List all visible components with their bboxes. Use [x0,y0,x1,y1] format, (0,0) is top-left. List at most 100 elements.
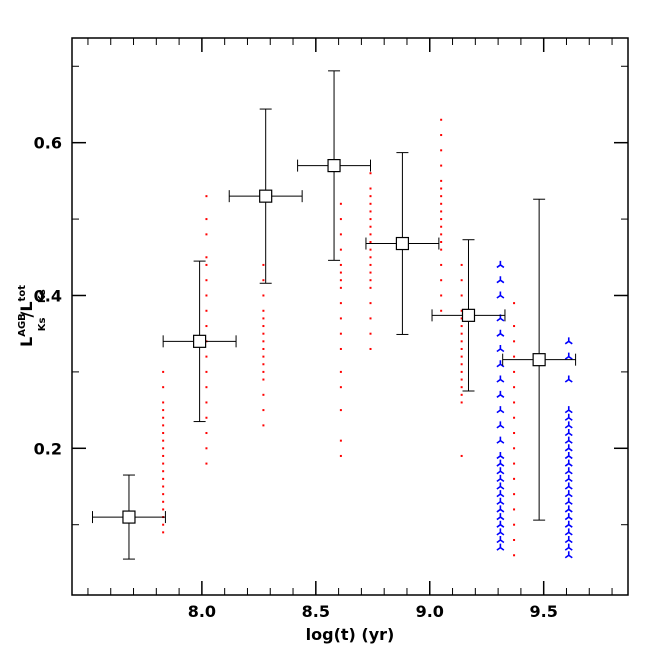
dot-point [162,447,165,450]
star-point [564,505,573,513]
dot-point [262,332,265,335]
dot-point [162,454,165,457]
dot-point [513,401,516,404]
star-point [564,520,573,528]
dot-point [513,508,516,511]
star-point [496,360,505,368]
dot-point [205,401,208,404]
y-tick-label: 0.6 [34,134,62,153]
dot-point [440,149,443,152]
y-axis-label: LAGB Ks/Ltot Ks [17,285,48,347]
star-point [564,444,573,452]
dot-point [262,263,265,266]
dot-point [262,294,265,297]
dot-point [440,164,443,167]
dot-point [339,439,342,442]
ylabel-sub: Ks [37,317,48,331]
dot-point [369,317,372,320]
star-point [496,520,505,528]
star-point [564,451,573,460]
dot-point [369,172,372,175]
dot-point [262,347,265,350]
dot-point [162,477,165,480]
y-tick-label: 0.4 [34,286,62,305]
dot-point [460,309,463,312]
star-point [496,344,505,353]
dot-point [262,325,265,328]
dot-point [262,340,265,343]
dot-point [440,118,443,121]
star-point [496,528,505,536]
dot-point [162,370,165,373]
dot-point [262,363,265,366]
dot-point [513,538,516,541]
dot-point [369,347,372,350]
dot-point [339,409,342,412]
star-point [564,429,573,437]
binned-point [122,510,136,524]
dot-point [205,309,208,312]
dot-point [513,416,516,419]
dot-point [369,286,372,289]
dot-point [460,355,463,358]
dot-point [162,432,165,435]
dot-point [460,317,463,320]
dot-point [339,386,342,389]
x-tick-label: 8.0 [188,602,216,621]
binned-point [532,353,546,367]
star-point [564,528,573,536]
dot-point [369,332,372,335]
dot-point [440,210,443,213]
dot-point [339,263,342,266]
dot-point [162,485,165,488]
dot-point [513,554,516,557]
plot-frame [71,37,629,596]
dot-point [369,218,372,221]
dot-point [339,370,342,373]
dot-point [205,416,208,419]
dot-point [339,347,342,350]
dot-point [513,325,516,328]
dot-point [339,332,342,335]
dot-point [440,187,443,190]
dot-point [513,447,516,450]
dot-point [460,294,463,297]
ylabel-sup: tot [17,285,28,302]
star-point [564,436,573,444]
star-point [496,329,505,337]
star-point [496,260,505,269]
x-tick-label: 9.0 [416,602,444,621]
dot-point [162,523,165,526]
ylabel-L: L [17,337,36,347]
dot-point [369,256,372,259]
dot-point [262,370,265,373]
dot-point [513,355,516,358]
star-point [564,543,573,551]
binned-point [395,236,410,251]
dot-point [513,386,516,389]
dot-point [262,378,265,381]
dot-point [513,302,516,305]
dot-point [262,393,265,396]
star-point [496,421,505,429]
dot-point [205,195,208,198]
dot-point [440,309,443,312]
binned-point [259,189,273,203]
dot-point [369,233,372,236]
star-point [564,490,573,498]
dot-point [162,424,165,427]
star-point [564,406,573,414]
binned-point [327,158,341,173]
star-point [564,352,573,360]
star-point [564,337,573,345]
dot-point [460,325,463,328]
dot-point [205,256,208,259]
dot-point [339,202,342,205]
binned-point [461,308,476,322]
ylabel-sub: Ks [37,289,48,303]
dot-point [162,508,165,511]
x-axis-label: log(t) (yr) [306,625,395,644]
dot-point [513,493,516,496]
dot-point [162,439,165,442]
